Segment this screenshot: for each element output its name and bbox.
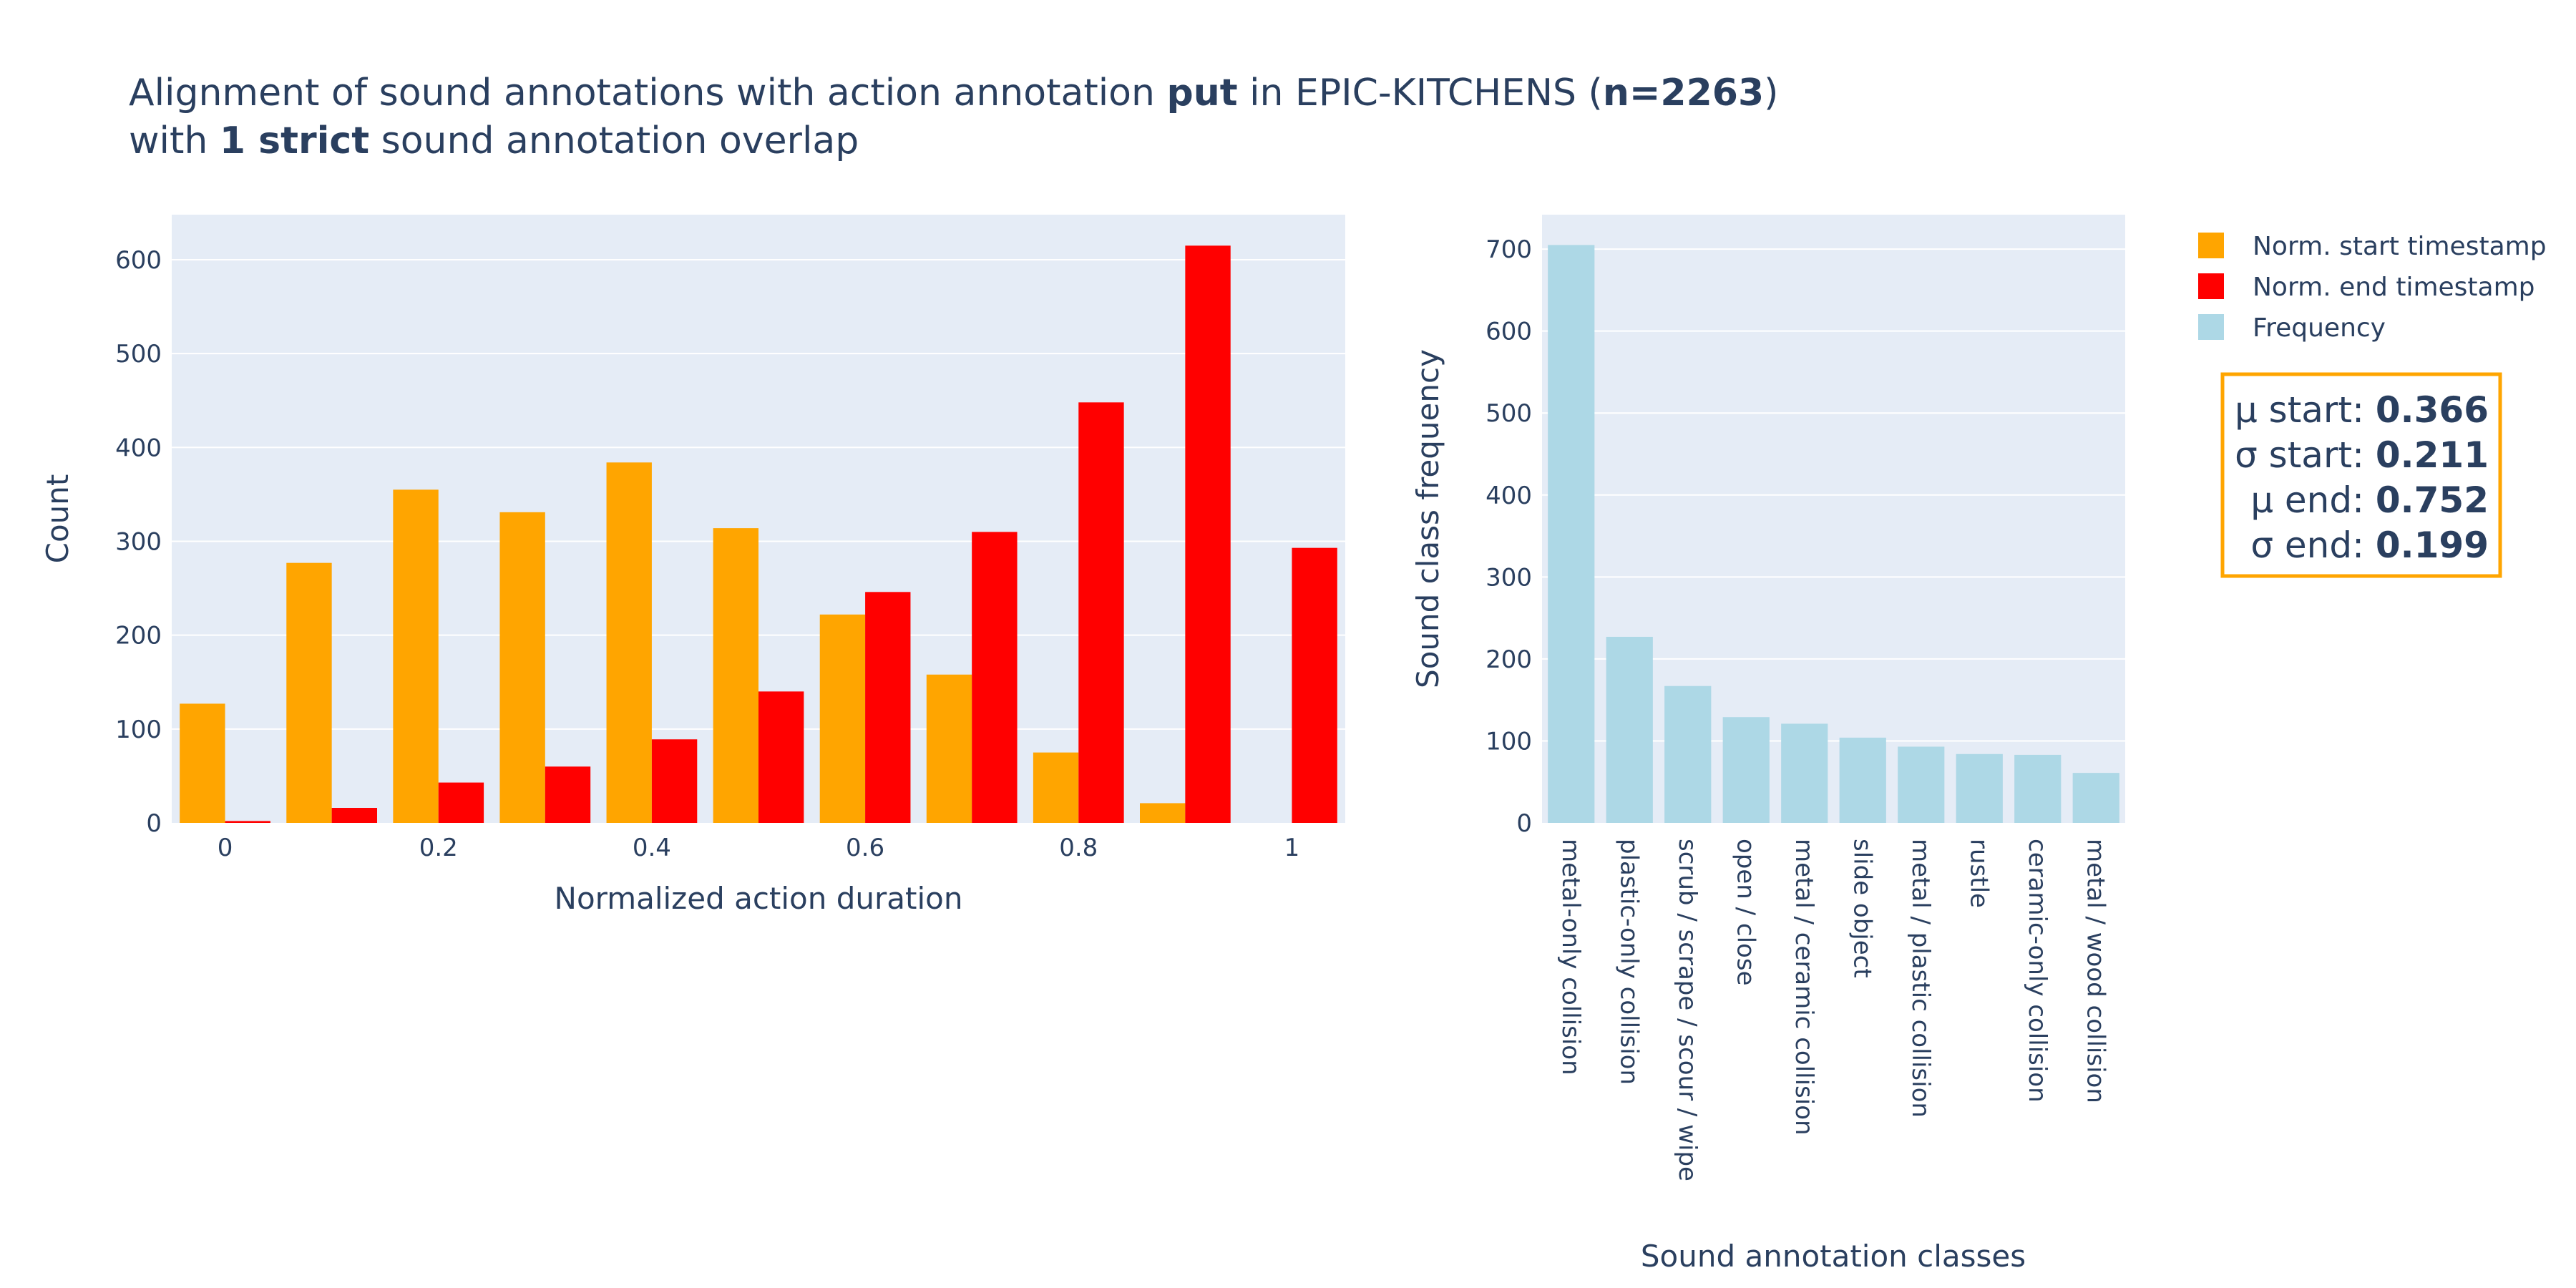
stats-line: μ start: 0.366 xyxy=(2235,389,2489,431)
frequency-bar xyxy=(1956,753,2003,823)
legend-swatch xyxy=(2198,314,2224,340)
legend: Norm. start timestamp Norm. end timestamp… xyxy=(2198,232,2547,343)
y-tick-label: 500 xyxy=(1485,399,1532,428)
y-tick-label: 300 xyxy=(115,527,162,556)
start-bar xyxy=(1033,752,1079,823)
y-tick-label: 100 xyxy=(115,716,162,744)
histogram-y-axis-title: Count xyxy=(40,474,75,564)
legend-entry: Frequency xyxy=(2253,313,2386,343)
end-bar xyxy=(1078,402,1124,823)
frequency-bar xyxy=(2072,773,2119,823)
frequency-bar xyxy=(1722,717,1770,823)
histogram-bars xyxy=(180,245,1337,823)
x-tick-label: 0 xyxy=(218,834,233,862)
x-tick-label: 1 xyxy=(1284,834,1300,862)
end-bar xyxy=(225,821,270,823)
frequency-bars xyxy=(1548,245,2119,823)
y-tick-label: 0 xyxy=(146,809,162,838)
end-bar xyxy=(758,691,804,823)
stats-line: σ end: 0.199 xyxy=(2250,525,2489,566)
frequency-x-axis-title: Sound annotation classes xyxy=(1641,1239,2026,1274)
y-tick-label: 400 xyxy=(115,434,162,462)
y-tick-label: 200 xyxy=(1485,645,1532,674)
start-bar xyxy=(819,614,866,823)
category-label: ceramic-only collision xyxy=(2023,839,2051,1103)
x-tick-label: 0.6 xyxy=(846,834,884,862)
histogram-y-ticks: 0 100 200 300 400 500 600 xyxy=(115,246,162,838)
end-bar xyxy=(545,766,591,823)
end-bar xyxy=(438,782,484,823)
stats-line: μ end: 0.752 xyxy=(2250,479,2489,521)
y-tick-label: 300 xyxy=(1485,563,1532,592)
start-bar xyxy=(926,674,972,823)
start-bar xyxy=(180,703,225,823)
end-bar xyxy=(972,532,1018,823)
frequency-bar xyxy=(2014,754,2062,823)
y-tick-label: 600 xyxy=(1485,318,1532,346)
category-label: metal / ceramic collision xyxy=(1790,839,1818,1136)
category-label: metal / wood collision xyxy=(2081,839,2109,1103)
y-tick-label: 600 xyxy=(115,246,162,275)
category-label: plastic-only collision xyxy=(1614,839,1643,1085)
legend-swatch xyxy=(2198,273,2224,299)
chart-title-line2: with 1 strict sound annotation overlap xyxy=(129,119,859,162)
category-label: metal / plastic collision xyxy=(1906,839,1935,1118)
y-tick-label: 0 xyxy=(1516,809,1532,838)
end-bar xyxy=(1185,245,1231,823)
y-tick-label: 200 xyxy=(115,622,162,650)
end-bar xyxy=(651,739,698,823)
frequency-bar xyxy=(1898,746,1945,823)
x-tick-label: 0.8 xyxy=(1059,834,1098,862)
end-bar xyxy=(865,592,911,823)
end-bar xyxy=(331,808,377,823)
category-label: rustle xyxy=(1964,839,1993,908)
frequency-bar xyxy=(1548,245,1595,823)
start-bar xyxy=(606,462,652,823)
category-label: metal-only collision xyxy=(1556,839,1585,1075)
legend-entry: Norm. start timestamp xyxy=(2253,232,2547,261)
start-bar xyxy=(393,489,439,823)
category-label: open / close xyxy=(1731,839,1760,986)
frequency-bar xyxy=(1664,686,1712,823)
start-bar xyxy=(1140,803,1186,823)
frequency-y-axis-title: Sound class frequency xyxy=(1410,349,1445,688)
start-bar xyxy=(713,528,758,823)
stats-box-border xyxy=(2220,372,2502,578)
frequency-chart: 0 100 200 300 400 500 600 700 metal-only collis… xyxy=(1410,215,2125,1274)
y-tick-label: 500 xyxy=(115,340,162,369)
category-label: scrub / scrape / scour / wipe xyxy=(1673,839,1702,1181)
frequency-bar xyxy=(1781,723,1828,823)
start-bar xyxy=(499,512,545,823)
frequency-bar xyxy=(1839,737,1886,823)
frequency-bar xyxy=(1606,636,1653,823)
stats-line: σ start: 0.211 xyxy=(2235,434,2489,476)
end-bar xyxy=(1292,547,1337,823)
x-tick-label: 0.2 xyxy=(419,834,458,862)
legend-entry: Norm. end timestamp xyxy=(2253,273,2535,302)
histogram-x-axis-title: Normalized action duration xyxy=(555,881,963,916)
chart-title-line1: Alignment of sound annotations with acti… xyxy=(129,72,1778,114)
histogram-x-ticks: 0 0.2 0.4 0.6 0.8 1 xyxy=(218,834,1300,862)
frequency-x-ticks: metal-only collision plastic-only collisi… xyxy=(1556,839,2110,1181)
start-bar xyxy=(286,562,332,823)
category-label: slide object xyxy=(1848,839,1876,978)
legend-swatch xyxy=(2198,233,2224,258)
y-tick-label: 400 xyxy=(1485,482,1532,510)
frequency-y-ticks: 0 100 200 300 400 500 600 700 xyxy=(1485,235,1532,838)
x-tick-label: 0.4 xyxy=(633,834,671,862)
histogram-chart: 0 100 200 300 400 500 600 0 0.2 0.4 0.6 0.8 1 Norma… xyxy=(40,215,1345,916)
y-tick-label: 100 xyxy=(1485,727,1532,756)
y-tick-label: 700 xyxy=(1485,235,1532,264)
